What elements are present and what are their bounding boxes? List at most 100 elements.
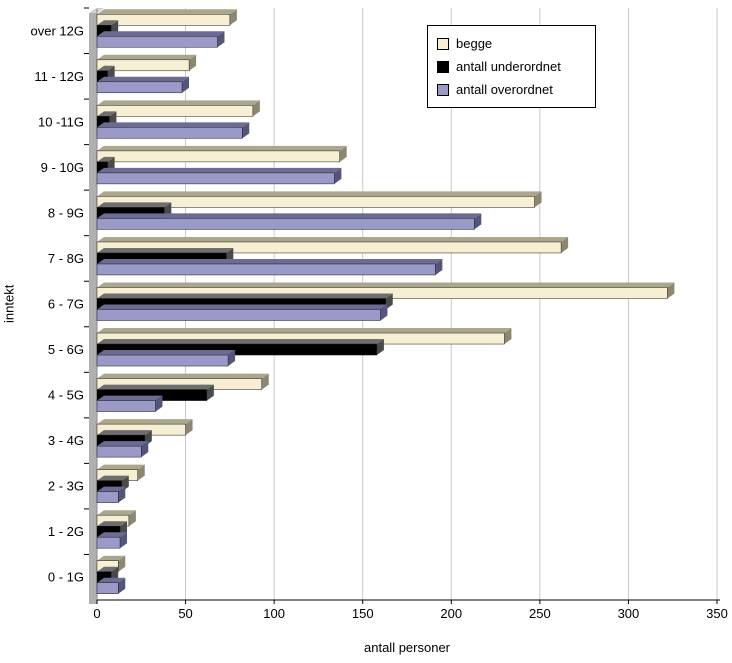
bar-side <box>229 9 237 26</box>
bar-side <box>504 328 512 345</box>
bar-top <box>97 202 172 208</box>
category-label: 3 - 4G <box>48 433 84 448</box>
bar-top <box>97 486 126 492</box>
bar-top <box>97 156 115 162</box>
bar-side <box>118 577 126 594</box>
bar-side <box>182 76 190 93</box>
bar-antall-overordnet-5-6G <box>96 354 229 367</box>
bar-begge-over12G <box>96 14 231 26</box>
x-tick-label: 300 <box>618 606 640 621</box>
bar-side <box>376 339 384 356</box>
bar-top <box>97 430 152 436</box>
bar-top <box>97 328 512 334</box>
bar-top <box>97 100 260 106</box>
bar-side <box>141 441 149 458</box>
legend-swatch-underordnet <box>437 60 449 73</box>
legend-label: begge <box>456 36 493 51</box>
bar-side <box>185 419 193 436</box>
bar-top <box>97 9 237 15</box>
bar-top <box>97 304 388 310</box>
bar-top <box>97 475 129 481</box>
bar-top <box>97 145 347 151</box>
bar-antall-overordnet-3-4G <box>96 445 142 458</box>
bar-top <box>97 167 342 173</box>
bar-side <box>217 31 225 48</box>
bar-top <box>97 54 197 60</box>
bar-top <box>97 282 675 288</box>
axis-wall <box>89 13 97 604</box>
bar-top <box>97 350 236 356</box>
bar-top <box>97 111 117 117</box>
category-label: 5 - 6G <box>48 342 84 357</box>
legend: begge antall underordnet antall overordn… <box>427 25 596 108</box>
bar-top <box>97 395 163 401</box>
x-tick-label: 0 <box>93 606 100 621</box>
bar-begge-7-8G <box>96 241 562 254</box>
category-label: 7 - 8G <box>48 251 84 266</box>
bar-antall-overordnet-10-11G <box>96 127 243 139</box>
bar-side <box>137 464 145 481</box>
bar-side <box>534 191 542 208</box>
x-tick-label: 350 <box>706 606 728 621</box>
x-tick-label: 200 <box>440 606 462 621</box>
bar-side <box>242 122 250 139</box>
bar-top <box>97 555 126 561</box>
bar-top <box>97 532 128 538</box>
bar-antall-overordnet-8-9G <box>96 218 475 230</box>
bar-antall-overordnet-2-3G <box>96 491 119 503</box>
bar-top <box>97 373 269 379</box>
bar-top <box>97 31 225 37</box>
bar-top <box>97 191 542 197</box>
bar-top <box>97 247 234 253</box>
bar-top <box>97 441 149 447</box>
bar-begge-11-12G <box>96 59 190 72</box>
bar-top <box>97 122 250 128</box>
bar-top <box>97 419 193 425</box>
bar-side <box>385 293 393 310</box>
bar-side <box>474 213 482 230</box>
category-label: 0 - 1G <box>48 570 84 585</box>
bar-top <box>97 339 384 345</box>
bar-side <box>118 555 126 572</box>
x-tick-label: 50 <box>178 606 192 621</box>
bar-top <box>97 510 136 516</box>
bar-side <box>435 258 443 275</box>
bar-antall-overordnet-1-2G <box>96 536 121 549</box>
bar-top <box>97 577 126 583</box>
legend-item: antall underordnet <box>437 55 591 78</box>
bar-top <box>97 293 393 299</box>
bar-antall-overordnet-0-1G <box>96 582 119 594</box>
legend-swatch-begge <box>437 37 449 50</box>
bar-side <box>120 532 128 549</box>
bar-begge-8-9G <box>96 196 535 208</box>
x-tick-label: 250 <box>529 606 551 621</box>
category-label: 2 - 3G <box>48 479 84 494</box>
legend-swatch-overordnet <box>437 83 449 96</box>
bar-top <box>97 258 443 264</box>
category-label: 10 -11G <box>38 114 84 129</box>
bar-side <box>228 350 236 367</box>
bar-top <box>97 65 115 71</box>
bar-top <box>97 213 482 219</box>
category-label: 6 - 7G <box>48 297 84 312</box>
bar-side <box>561 236 569 253</box>
bar-side <box>155 395 163 412</box>
bar-top <box>97 566 119 572</box>
bar-side <box>118 486 126 503</box>
legend-item: antall overordnet <box>437 78 591 101</box>
bar-side <box>252 100 260 117</box>
bar-top <box>97 76 190 82</box>
bar-begge-10-11G <box>96 105 254 117</box>
x-tick-label: 100 <box>263 606 285 621</box>
bar-antall-overordnet-9-10G <box>96 172 335 185</box>
bar-top <box>97 521 128 527</box>
bar-antall-overordnet-7-8G <box>96 263 436 276</box>
x-axis-title: antall personer <box>364 640 450 655</box>
category-label: 8 - 9G <box>48 205 84 220</box>
legend-item: begge <box>437 32 591 55</box>
bar-side <box>261 373 269 390</box>
bar-antall-underordnet-5-6G <box>96 343 378 356</box>
category-label: 11 - 12G <box>34 69 84 84</box>
